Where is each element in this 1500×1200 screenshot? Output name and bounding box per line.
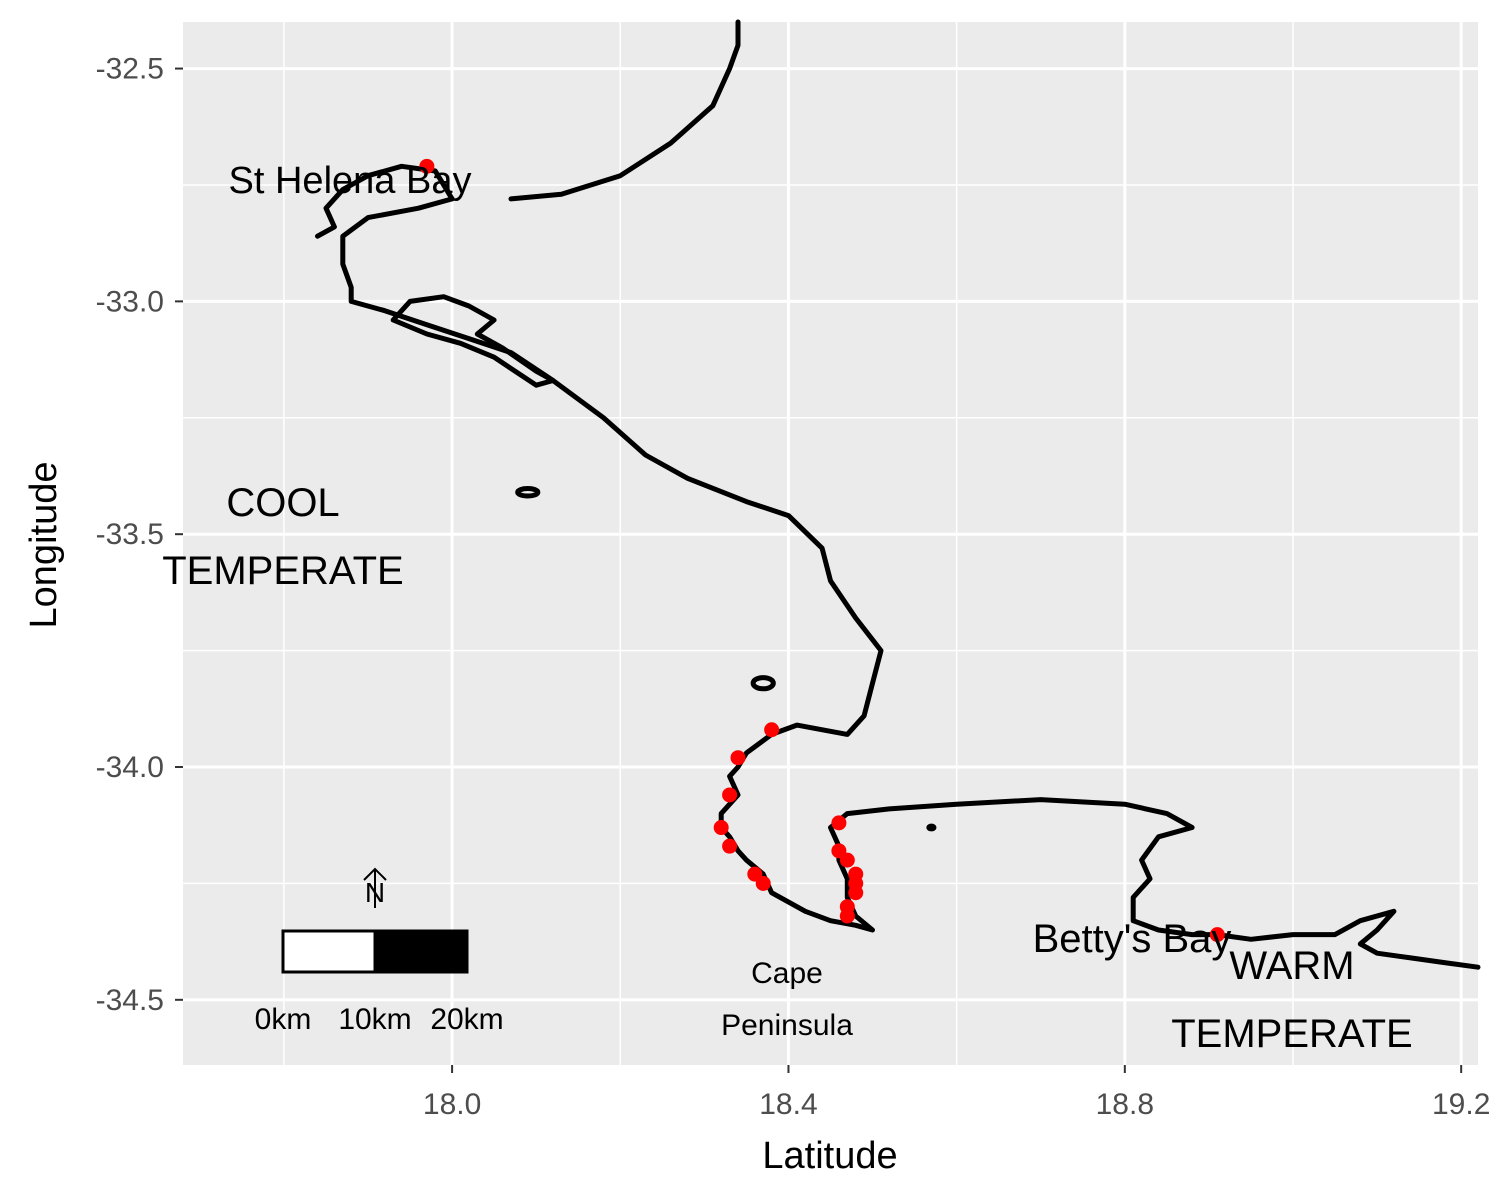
site-point — [764, 722, 780, 738]
site-point — [1209, 927, 1225, 943]
y-tick-label: -33.0 — [96, 285, 164, 318]
x-tick-label: 18.0 — [423, 1088, 481, 1121]
coastline-north — [508, 19, 741, 202]
y-tick-label: -33.5 — [96, 518, 164, 551]
scale-label-10km: 10km — [338, 1003, 411, 1036]
island-outline — [750, 675, 776, 692]
island-outline — [926, 823, 937, 832]
site-point — [722, 787, 738, 803]
x-tick-label: 18.8 — [1096, 1088, 1154, 1121]
x-axis: 18.0 18.4 18.8 19.2 — [423, 1065, 1490, 1121]
north-label: N — [365, 877, 385, 908]
y-tick-label: -34.0 — [96, 751, 164, 784]
panel-background — [183, 22, 1478, 1065]
y-tick-label: -34.5 — [96, 984, 164, 1017]
y-axis-title: Longitude — [23, 462, 65, 629]
island-outline — [515, 486, 541, 499]
coastline-main — [340, 196, 1481, 970]
label-warm-line2: TEMPERATE — [1171, 1012, 1413, 1056]
x-tick-label: 19.2 — [1432, 1088, 1490, 1121]
label-warm-line1: WARM — [1229, 944, 1354, 988]
label-cool-line1: COOL — [226, 481, 339, 525]
y-tick-label: -32.5 — [96, 53, 164, 86]
site-point — [831, 815, 847, 831]
label-st-helena-bay: St Helena Bay — [229, 160, 472, 202]
site-points — [419, 158, 1225, 943]
site-point — [713, 820, 729, 836]
site-point — [839, 852, 855, 868]
site-point — [848, 885, 864, 901]
label-cool-line2: TEMPERATE — [162, 549, 404, 593]
grid-minor — [183, 22, 1478, 1065]
site-point — [730, 750, 746, 766]
x-axis-title: Latitude — [762, 1135, 897, 1177]
site-point — [722, 838, 738, 854]
scale-label-0km: 0km — [255, 1003, 312, 1036]
coastline-lagoon — [390, 294, 556, 388]
x-tick-label: 18.4 — [759, 1088, 817, 1121]
coastline-layer — [315, 19, 1481, 970]
label-cape-line1: Cape — [751, 957, 823, 990]
y-axis: -32.5 -33.0 -33.5 -34.0 -34.5 — [96, 53, 183, 1017]
scale-bar-black-segment — [373, 929, 469, 974]
site-point — [755, 875, 771, 891]
label-cape-line2: Peninsula — [721, 1009, 853, 1042]
north-arrow-icon: N — [363, 867, 387, 908]
scale-bar: 0km 10km 20km — [255, 929, 504, 1036]
label-bettys-bay: Betty's Bay — [1033, 917, 1232, 961]
site-point — [839, 908, 855, 924]
site-point — [419, 158, 435, 174]
scale-bar-white-segment — [281, 929, 377, 974]
scale-label-20km: 20km — [430, 1003, 503, 1036]
